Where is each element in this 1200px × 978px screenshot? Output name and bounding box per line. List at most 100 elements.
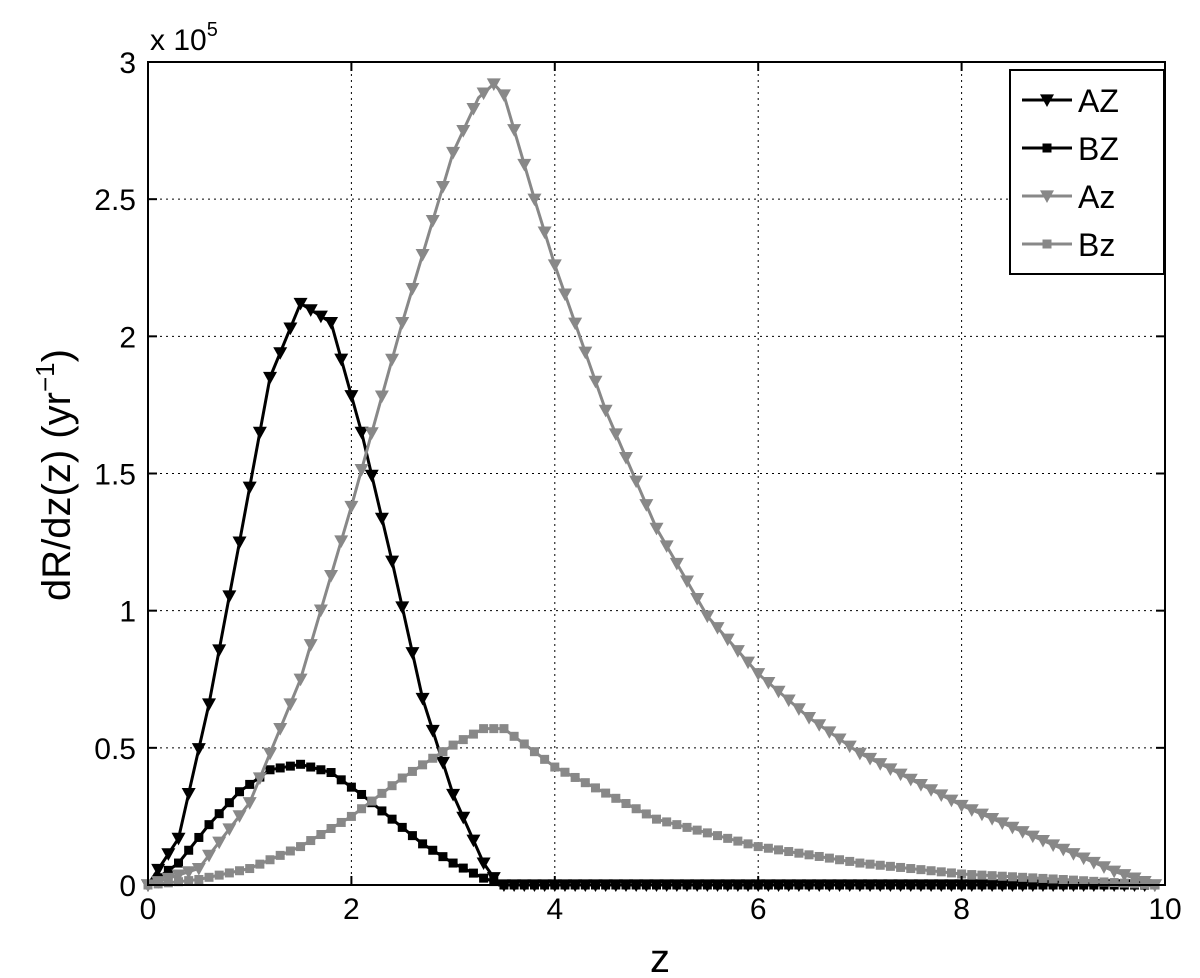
data-point-az-dark	[313, 310, 328, 324]
data-point-az-dark	[374, 512, 389, 526]
data-point-az-dark	[385, 555, 400, 569]
data-point-bz-gray	[265, 855, 275, 865]
data-point-az-gray	[517, 158, 532, 172]
data-point-az-gray	[680, 575, 695, 589]
data-point-bz-gray	[458, 735, 468, 745]
y-axis-label-main: dR/dz(z) (yr	[35, 392, 79, 601]
legend-label: AZ	[1078, 83, 1119, 119]
data-point-az-gray	[334, 535, 349, 548]
data-point-az-gray	[1046, 839, 1061, 852]
data-point-bz-gray	[723, 833, 733, 843]
y-tick-label: 1	[119, 596, 136, 629]
data-point-az-dark	[395, 601, 410, 615]
data-point-bz-dark	[438, 852, 448, 862]
data-point-az-gray	[588, 375, 603, 389]
data-point-bz-gray	[245, 864, 255, 874]
legend-label: BZ	[1078, 131, 1119, 167]
series-bz-gray	[143, 724, 1160, 890]
data-point-bz-dark	[479, 873, 489, 883]
data-point-az-gray	[730, 645, 745, 658]
data-point-bz-gray	[163, 878, 173, 888]
data-point-bz-gray	[153, 879, 163, 889]
data-point-az-gray	[761, 676, 776, 690]
data-point-az-gray	[974, 808, 989, 822]
data-point-bz-gray	[946, 868, 956, 878]
data-point-bz-gray	[957, 869, 967, 879]
data-point-bz-dark	[316, 765, 326, 775]
data-point-az-dark	[435, 756, 450, 770]
data-point-bz-gray	[357, 804, 367, 814]
data-point-bz-gray	[743, 839, 753, 849]
data-point-az-gray	[313, 604, 328, 618]
data-point-az-gray	[669, 557, 684, 571]
data-point-az-gray	[405, 282, 420, 296]
data-point-az-gray	[273, 723, 288, 736]
data-point-az-dark	[324, 317, 339, 330]
data-point-az-gray	[883, 763, 898, 776]
data-point-az-gray	[446, 146, 461, 160]
data-point-az-gray	[496, 89, 511, 102]
data-point-az-dark	[161, 848, 176, 861]
data-point-bz-gray	[926, 866, 936, 876]
data-point-az-gray	[242, 797, 257, 810]
data-point-bz-gray	[1038, 873, 1048, 883]
legend-label: Az	[1078, 179, 1115, 215]
data-point-az-dark	[425, 724, 440, 738]
data-point-bz-gray	[296, 842, 306, 852]
data-point-bz-gray	[997, 871, 1007, 881]
data-point-az-dark	[293, 297, 308, 311]
data-point-az-gray	[802, 712, 817, 725]
data-point-az-gray	[364, 427, 379, 440]
legend-item-bz-gray: Bz	[1022, 227, 1115, 263]
y-tick-label: 0	[119, 870, 136, 903]
data-point-bz-gray	[407, 766, 417, 776]
y-exponent-prefix: x 10	[150, 24, 207, 57]
y-axis-label: dR/dz(z) (yr−1)	[30, 349, 79, 601]
data-point-az-gray	[263, 747, 278, 761]
data-point-az-gray	[863, 752, 878, 766]
data-point-bz-gray	[611, 793, 621, 803]
data-point-bz-dark	[224, 798, 234, 808]
data-point-bz-dark	[448, 858, 458, 868]
data-point-bz-gray	[1007, 872, 1017, 882]
data-point-az-dark	[466, 834, 481, 848]
data-point-az-gray	[852, 747, 867, 761]
data-point-az-gray	[1096, 861, 1111, 874]
data-point-az-gray	[1025, 830, 1040, 844]
data-point-az-gray	[324, 569, 339, 583]
data-point-bz-gray	[214, 870, 224, 880]
data-point-az-gray	[1076, 852, 1091, 866]
data-point-az-gray	[578, 346, 593, 360]
data-point-az-dark	[476, 857, 491, 871]
data-point-az-dark	[405, 647, 420, 660]
data-point-az-gray	[598, 404, 613, 418]
y-axis-label-sup: −1	[30, 362, 60, 392]
data-point-bz-gray	[824, 853, 834, 863]
data-point-bz-dark	[387, 814, 397, 824]
data-point-az-gray	[649, 522, 664, 536]
data-point-bz-dark	[336, 775, 346, 785]
data-point-bz-gray	[418, 760, 428, 770]
data-point-az-dark	[415, 692, 430, 706]
data-point-az-gray	[354, 464, 369, 477]
data-point-az-gray	[344, 500, 359, 514]
data-point-az-gray	[934, 789, 949, 803]
y-axis-label-close: )	[35, 349, 79, 362]
data-point-az-gray	[374, 390, 389, 404]
data-point-bz-gray	[621, 799, 631, 809]
data-point-az-gray	[527, 193, 542, 207]
data-point-bz-gray	[885, 861, 895, 871]
data-point-bz-gray	[1048, 874, 1058, 884]
y-tick-label: 3	[119, 47, 136, 80]
data-point-bz-gray	[1119, 878, 1129, 888]
data-point-az-dark	[242, 481, 257, 495]
data-point-bz-gray	[845, 856, 855, 866]
legend-box	[1009, 69, 1165, 275]
legend-marker	[1042, 239, 1052, 249]
data-point-az-gray	[1015, 826, 1030, 839]
data-point-bz-gray	[601, 788, 611, 798]
data-point-az-dark	[364, 469, 379, 483]
data-point-az-gray	[924, 784, 939, 797]
legend-label: Bz	[1078, 227, 1115, 263]
data-point-az-gray	[171, 869, 186, 883]
